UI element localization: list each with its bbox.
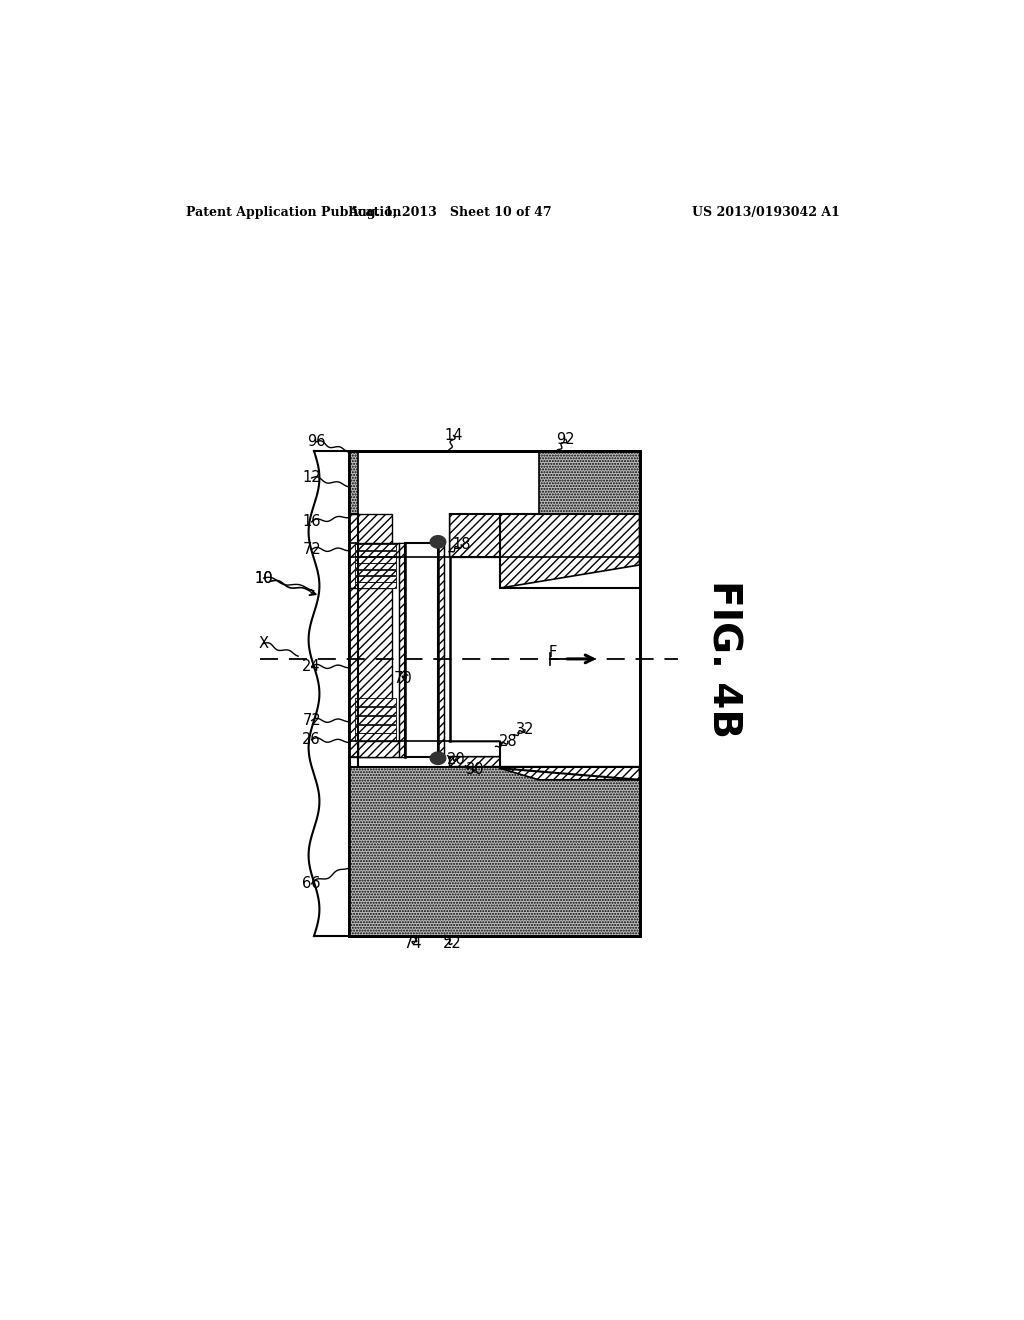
Bar: [349, 451, 358, 515]
Text: Aug. 1, 2013   Sheet 10 of 47: Aug. 1, 2013 Sheet 10 of 47: [348, 206, 552, 219]
Bar: [539, 451, 640, 515]
Bar: [355, 544, 396, 549]
Text: 72: 72: [302, 543, 322, 557]
Polygon shape: [430, 536, 445, 548]
Bar: [355, 582, 396, 589]
Polygon shape: [358, 742, 406, 756]
Text: 32: 32: [515, 722, 535, 738]
Text: 22: 22: [442, 936, 462, 952]
Bar: [355, 734, 396, 742]
Bar: [406, 544, 438, 756]
Polygon shape: [430, 752, 445, 764]
Polygon shape: [450, 756, 640, 780]
Text: 66: 66: [302, 876, 321, 891]
Bar: [355, 564, 396, 569]
Bar: [349, 515, 391, 589]
Text: 74: 74: [403, 936, 423, 952]
Text: FIG. 4B: FIG. 4B: [705, 579, 742, 738]
Text: 92: 92: [557, 432, 575, 447]
Text: 96: 96: [307, 434, 326, 449]
Bar: [355, 576, 396, 582]
Bar: [399, 544, 406, 756]
Text: 30: 30: [466, 762, 484, 777]
Text: 24: 24: [302, 659, 321, 675]
Text: 28: 28: [499, 734, 517, 748]
Text: 20: 20: [446, 751, 465, 767]
Text: 18: 18: [452, 537, 470, 553]
Text: X: X: [259, 636, 268, 651]
Bar: [355, 570, 396, 576]
Text: 12: 12: [302, 470, 321, 486]
Bar: [349, 589, 391, 756]
Text: US 2013/0193042 A1: US 2013/0193042 A1: [692, 206, 840, 219]
Text: 10: 10: [254, 570, 273, 586]
Bar: [355, 708, 396, 715]
Bar: [349, 767, 640, 936]
Text: 72: 72: [302, 713, 322, 729]
Text: Patent Application Publication: Patent Application Publication: [186, 206, 401, 219]
Bar: [355, 698, 396, 706]
Polygon shape: [358, 544, 406, 557]
Bar: [355, 550, 396, 556]
Bar: [355, 557, 396, 562]
Text: 70: 70: [394, 671, 413, 685]
Bar: [355, 725, 396, 733]
Text: 16: 16: [302, 515, 321, 529]
Text: 14: 14: [444, 428, 463, 444]
Text: 10: 10: [254, 570, 273, 586]
Polygon shape: [450, 515, 640, 589]
Bar: [355, 715, 396, 723]
Bar: [438, 544, 444, 756]
Text: F: F: [549, 645, 557, 660]
Bar: [349, 451, 640, 936]
Text: 26: 26: [302, 733, 321, 747]
